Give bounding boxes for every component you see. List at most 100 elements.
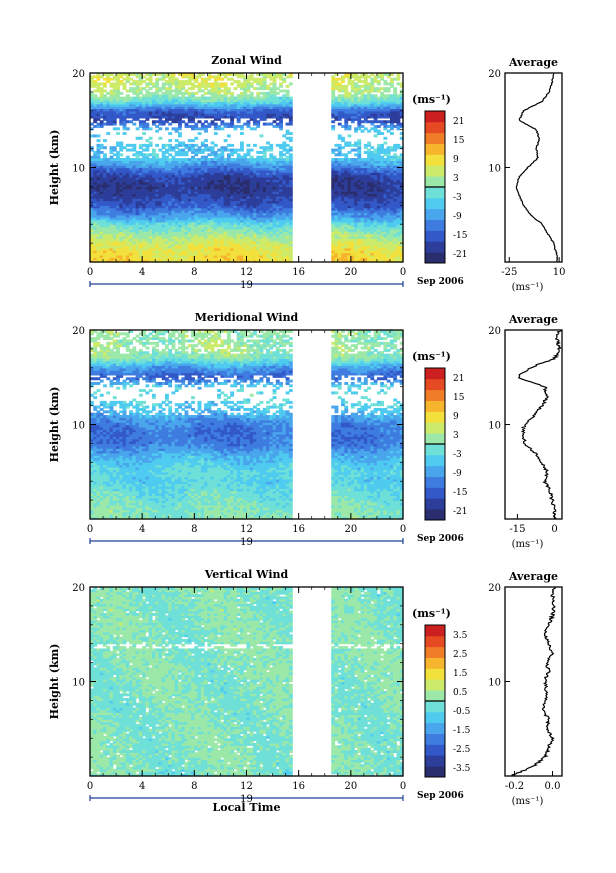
heatmap-cell <box>220 108 225 112</box>
heatmap-cell <box>122 245 127 249</box>
heatmap-cell <box>223 115 228 119</box>
heatmap-cell <box>194 174 199 178</box>
heatmap-cell <box>181 179 186 183</box>
heatmap-cell <box>129 254 133 258</box>
heatmap-cell <box>220 250 225 254</box>
heatmap-cell <box>174 172 179 176</box>
heatmap-cell <box>187 139 192 143</box>
heatmap-cell <box>135 103 140 107</box>
heatmap-cell <box>262 172 267 176</box>
heatmap-cell <box>96 122 101 126</box>
heatmap-cell <box>142 226 147 230</box>
heatmap-cell <box>246 89 251 93</box>
heatmap-cell <box>230 179 235 183</box>
heatmap-cell <box>357 141 362 145</box>
heatmap-cell <box>357 179 362 183</box>
heatmap-cell <box>168 117 173 121</box>
heatmap-cell <box>275 124 280 128</box>
heatmap-cell <box>200 82 205 86</box>
heatmap-cell <box>266 205 270 209</box>
heatmap-cell <box>344 233 349 237</box>
heatmap-cell <box>200 103 205 107</box>
heatmap-cell <box>145 122 150 126</box>
heatmap-cell <box>236 179 241 183</box>
heatmap-cell <box>112 106 117 110</box>
heatmap-cell <box>158 188 163 192</box>
heatmap-cell <box>103 77 107 81</box>
heatmap-cell <box>275 87 280 91</box>
heatmap-cell <box>223 103 228 107</box>
heatmap-cell <box>145 169 150 173</box>
heatmap-cell <box>151 162 156 166</box>
heatmap-cell <box>246 82 251 86</box>
heatmap-cell <box>334 77 339 81</box>
heatmap-cell <box>148 113 153 117</box>
heatmap-cell <box>223 122 228 126</box>
heatmap-cell <box>200 231 205 235</box>
heatmap-cell <box>204 193 208 197</box>
heatmap-cell <box>191 219 195 223</box>
heatmap-cell <box>125 80 130 84</box>
heatmap-cell <box>266 200 270 204</box>
heatmap-cell <box>259 184 264 187</box>
heatmap-cell <box>103 205 107 209</box>
heatmap-cell <box>233 169 238 173</box>
heatmap-cell <box>350 228 355 232</box>
heatmap-cell <box>155 129 160 133</box>
heatmap-cell <box>266 162 270 166</box>
heatmap-cell <box>331 184 336 187</box>
heatmap-cell <box>138 181 143 185</box>
heatmap-cell <box>122 247 127 251</box>
heatmap-cell <box>161 233 166 237</box>
heatmap-cell <box>230 233 235 237</box>
heatmap-cell <box>181 257 186 261</box>
heatmap-cell <box>354 195 358 199</box>
heatmap-cell <box>145 124 150 128</box>
heatmap-cell <box>253 247 257 251</box>
heatmap-cell <box>187 245 192 249</box>
heatmap-cell <box>341 108 345 112</box>
heatmap-cell <box>132 198 137 202</box>
heatmap-cell <box>226 153 231 157</box>
heatmap-cell <box>246 98 251 102</box>
heatmap-cell <box>282 110 287 114</box>
heatmap-cell <box>145 176 150 180</box>
heatmap-cell <box>275 91 280 95</box>
heatmap-cell <box>262 195 267 199</box>
heatmap-cell <box>161 198 166 202</box>
heatmap-cell <box>174 195 179 199</box>
heatmap-cell <box>96 217 101 221</box>
heatmap-cell <box>184 113 189 117</box>
heatmap-cell <box>236 243 241 247</box>
heatmap-cell <box>246 106 251 110</box>
heatmap-cell <box>288 75 293 79</box>
heatmap-cell <box>253 219 257 223</box>
heatmap-cell <box>99 250 104 254</box>
heatmap-cell <box>259 195 264 199</box>
heatmap-cell <box>341 245 345 249</box>
heatmap-cell <box>259 158 264 162</box>
heatmap-cell <box>135 184 140 187</box>
heatmap-cell <box>262 231 267 235</box>
heatmap-cell <box>347 250 352 254</box>
heatmap-cell <box>187 120 192 124</box>
heatmap-cell <box>151 167 156 171</box>
heatmap-cell <box>132 240 137 244</box>
heatmap-cell <box>200 176 205 180</box>
heatmap-cell <box>200 250 205 254</box>
heatmap-cell <box>187 195 192 199</box>
heatmap-cell <box>246 122 251 126</box>
heatmap-cell <box>96 77 101 81</box>
heatmap-cell <box>106 101 111 105</box>
heatmap-cell <box>171 82 176 86</box>
heatmap-cell <box>151 212 156 216</box>
heatmap-cell <box>135 167 140 171</box>
heatmap-cell <box>158 127 163 131</box>
heatmap-cell <box>135 117 140 121</box>
heatmap-cell <box>246 167 251 171</box>
heatmap-cell <box>331 254 336 258</box>
heatmap-cell <box>119 113 124 117</box>
heatmap-cell <box>197 205 202 209</box>
heatmap-cell <box>204 228 208 232</box>
heatmap-cell <box>331 124 336 128</box>
